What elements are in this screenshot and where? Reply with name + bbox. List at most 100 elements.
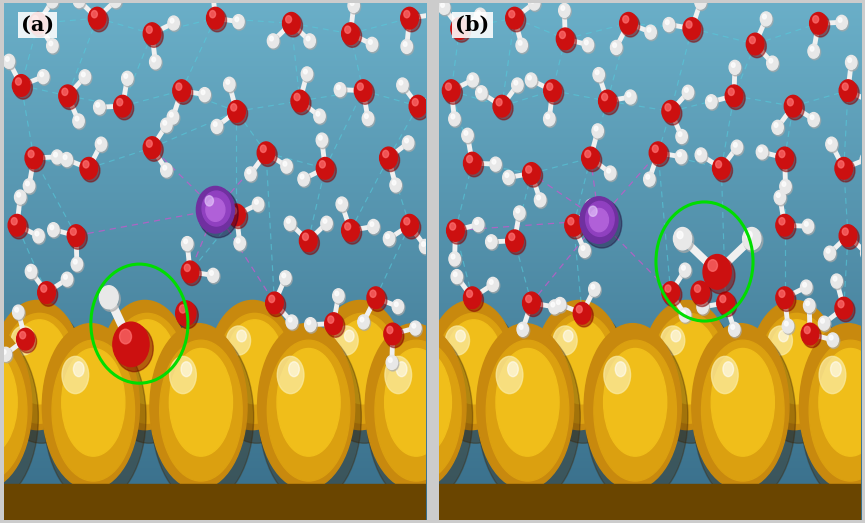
Circle shape [174,82,193,104]
Circle shape [824,246,836,260]
Ellipse shape [702,340,784,481]
Circle shape [23,179,35,193]
Circle shape [475,220,478,224]
Circle shape [485,235,497,249]
Circle shape [759,147,762,152]
Circle shape [623,16,629,23]
Circle shape [317,159,336,182]
Circle shape [776,287,793,309]
Ellipse shape [445,320,502,404]
Circle shape [581,246,585,251]
Circle shape [772,121,785,136]
Ellipse shape [537,308,629,444]
Circle shape [98,140,101,144]
Circle shape [50,225,54,230]
Circle shape [652,145,658,152]
Circle shape [318,135,323,140]
Circle shape [831,274,843,288]
Circle shape [862,155,865,160]
Circle shape [468,74,480,88]
Circle shape [336,197,348,211]
Ellipse shape [768,326,792,355]
Circle shape [39,283,58,306]
Circle shape [384,232,396,247]
Circle shape [1,348,13,363]
Circle shape [452,19,471,42]
Ellipse shape [119,326,143,355]
Circle shape [864,94,865,108]
Circle shape [168,111,180,126]
Circle shape [392,180,396,185]
Circle shape [676,130,688,143]
Circle shape [283,162,287,166]
Circle shape [611,40,622,54]
Circle shape [785,321,788,326]
Circle shape [432,86,445,100]
Circle shape [838,18,842,22]
Ellipse shape [227,320,283,404]
Circle shape [676,130,689,145]
Circle shape [780,179,791,194]
Circle shape [644,173,657,188]
Circle shape [381,149,400,172]
Circle shape [75,116,79,121]
Circle shape [260,145,266,152]
Circle shape [811,14,830,37]
Circle shape [833,276,837,281]
Circle shape [391,179,402,194]
Circle shape [409,95,426,117]
Circle shape [224,77,235,91]
Circle shape [231,207,237,214]
Circle shape [451,269,463,283]
Ellipse shape [645,308,737,444]
Circle shape [627,93,631,97]
Circle shape [319,161,325,168]
Circle shape [24,179,36,195]
Circle shape [100,287,120,311]
Circle shape [387,326,393,334]
Circle shape [699,302,703,307]
Circle shape [808,112,819,127]
Circle shape [695,0,708,10]
Circle shape [746,231,753,238]
Circle shape [234,237,247,252]
Circle shape [801,281,813,295]
Circle shape [522,163,541,184]
Circle shape [490,280,493,285]
Ellipse shape [170,348,233,456]
Ellipse shape [861,308,865,444]
Ellipse shape [594,340,676,481]
Circle shape [843,228,849,235]
Circle shape [454,21,460,28]
Circle shape [161,163,172,177]
Ellipse shape [371,330,472,504]
Circle shape [692,282,712,306]
Ellipse shape [643,300,730,430]
Circle shape [288,317,292,322]
Ellipse shape [0,308,87,444]
Circle shape [567,216,585,239]
Ellipse shape [317,300,404,430]
Circle shape [695,149,708,164]
Circle shape [802,219,814,233]
Circle shape [555,298,567,313]
Circle shape [444,82,463,104]
Circle shape [13,305,24,319]
Circle shape [582,38,593,52]
Circle shape [605,166,616,180]
Ellipse shape [604,356,631,394]
Circle shape [317,133,328,147]
Circle shape [560,31,566,39]
Circle shape [560,4,572,19]
Circle shape [526,166,532,173]
Ellipse shape [819,356,846,394]
Circle shape [714,159,733,182]
Circle shape [8,214,26,236]
Circle shape [15,308,18,312]
Circle shape [549,301,561,315]
Circle shape [12,75,30,96]
Circle shape [580,244,592,259]
Circle shape [73,114,84,128]
Circle shape [772,120,784,134]
Ellipse shape [103,308,195,444]
